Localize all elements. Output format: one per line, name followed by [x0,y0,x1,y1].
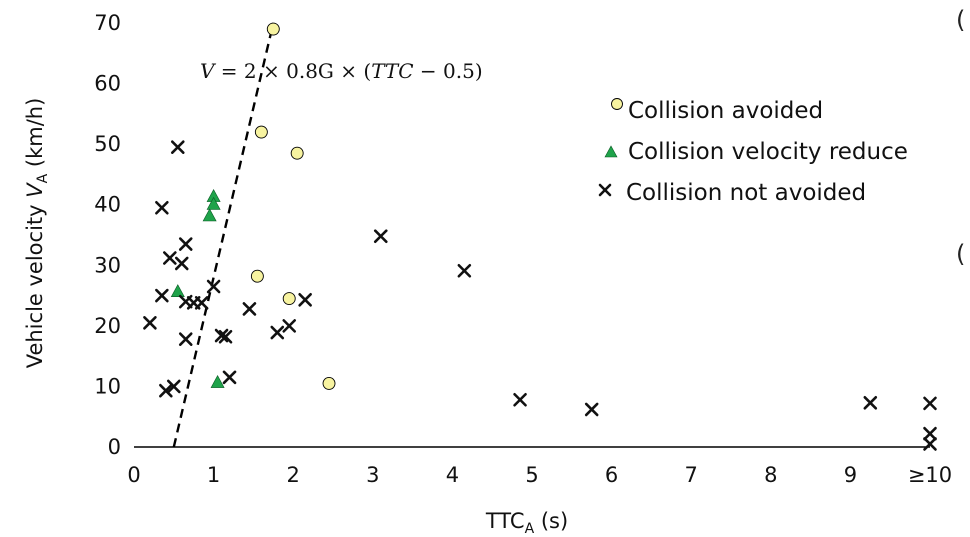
y-tick-label: 50 [94,132,121,156]
equation-label: V = 2 × 0.8G × (TTC − 0.5) [200,59,483,83]
data-point-not-avoided [298,293,312,307]
legend-label-avoided: Collision avoided [628,98,823,124]
y-tick-label: 20 [94,314,121,338]
data-point-not-avoided [159,383,173,398]
x-tick-label: ≥10 [908,463,952,487]
data-point-not-avoided [194,296,209,310]
data-point-reduced [202,208,217,222]
data-point-not-avoided [513,392,527,407]
data-point-not-avoided [373,229,388,244]
x-tick-label: 0 [127,463,140,487]
equation-line [172,22,275,448]
x-tick-label: 4 [446,463,459,487]
x-tick-label: 1 [207,463,220,487]
y-tick-labels: 0 10 20 30 40 50 60 70 [94,11,121,459]
data-point-not-avoided [155,288,169,303]
data-point-not-avoided [923,426,937,441]
data-point-avoided [266,22,280,36]
legend: Collision avoided Collision velocity red… [598,98,908,206]
legend-marker-not-avoided [598,183,612,197]
data-point-not-avoided [170,140,185,154]
data-point-not-avoided [457,263,472,278]
data-point-not-avoided [155,200,169,215]
x-axis-title: TTCA (s) [485,509,568,537]
data-point-not-avoided [218,329,233,344]
data-point-reduced [206,196,221,210]
x-tick-label: 3 [366,463,379,487]
data-point-not-avoided [222,370,237,385]
data-point-not-avoided [923,437,937,451]
legend-marker-avoided [611,98,623,110]
x-tick-label: 5 [525,463,538,487]
edge-glyphs: ( ( [956,6,965,268]
x-tick-label: 6 [605,463,618,487]
data-point-not-avoided [270,325,285,340]
data-point-avoided [250,269,264,283]
data-point-not-avoided [214,328,229,343]
y-tick-label: 0 [108,435,121,459]
data-point-avoided [290,146,304,160]
data-point-reduced [210,374,225,388]
x-tick-label: 2 [287,463,300,487]
data-point-not-avoided [242,302,257,316]
data-point-reduced [170,284,185,298]
y-tick-label: 60 [94,72,121,96]
edge-glyph-top: ( [956,6,965,34]
data-point-avoided [282,292,296,306]
data-point-not-avoided [923,396,937,411]
x-tick-labels: 0 1 2 3 4 5 6 7 8 9 ≥10 [127,463,952,487]
data-point-not-avoided [163,251,177,265]
data-point-not-avoided [584,402,599,417]
data-point-not-avoided [167,379,181,394]
y-tick-label: 40 [94,193,121,217]
data-point-avoided [254,125,268,139]
legend-label-not-avoided: Collision not avoided [626,180,866,206]
edge-glyph-middle: ( [956,240,965,268]
y-tick-label: 10 [94,374,121,398]
data-point-not-avoided [282,319,297,333]
y-tick-label: 30 [94,253,121,277]
y-tick-label: 70 [94,11,121,35]
data-point-not-avoided [863,395,878,410]
y-axis-title: Vehicle velocity VA (km/h) [23,98,51,369]
data-point-not-avoided [143,316,157,330]
data-point-not-avoided [178,237,193,251]
data-points [143,22,937,451]
x-tick-label: 9 [844,463,857,487]
legend-marker-reduced [604,145,618,158]
data-point-not-avoided [206,279,221,294]
data-point-not-avoided [174,256,189,271]
data-point-avoided [322,376,336,390]
legend-label-reduced: Collision velocity reduce [628,139,908,165]
data-point-not-avoided [178,332,193,346]
x-tick-label: 8 [764,463,777,487]
x-tick-label: 7 [685,463,698,487]
